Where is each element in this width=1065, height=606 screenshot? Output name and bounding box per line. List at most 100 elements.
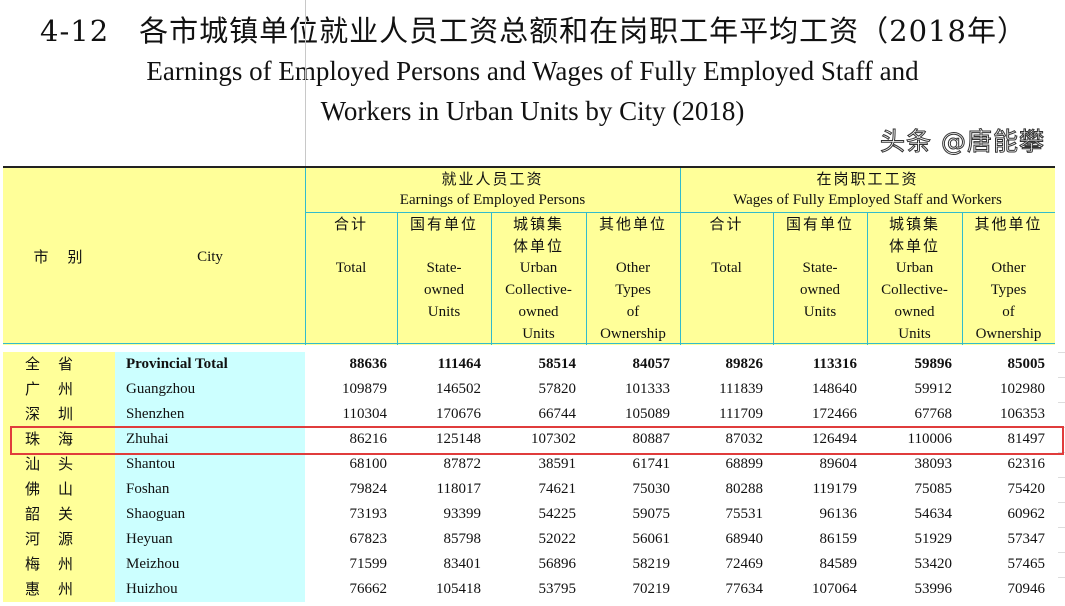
table-row: 全省 Provincial Total 88636 111464 58514 84057 8…: [3, 352, 1055, 377]
value-cell: 62316: [1007, 456, 1046, 472]
value-cell: 59075: [632, 506, 671, 522]
value-cell: 67768: [914, 406, 953, 422]
value-cell: 75085: [914, 481, 953, 497]
value-cell: 105418: [436, 581, 481, 597]
value-cell: 81497: [1007, 431, 1046, 447]
value-cell: 102980: [1000, 381, 1045, 397]
value-cell: 57820: [538, 381, 577, 397]
value-cell: 57465: [1007, 556, 1046, 572]
value-cell: 88636: [349, 356, 388, 372]
value-cell: 72469: [725, 556, 764, 572]
title-cn: 4-12 各市城镇单位就业人员工资总额和在岗职工年平均工资（2018年）: [40, 14, 1027, 48]
value-cell: 70219: [632, 581, 671, 597]
value-cell: 148640: [812, 381, 857, 397]
group1-cn: 就业人员工资: [441, 170, 544, 188]
table-row: 惠州 Huizhou 76662 105418 53795 70219 77634 10706…: [3, 577, 1055, 602]
value-cell: 53996: [914, 581, 953, 597]
value-cell: 80887: [632, 431, 671, 447]
value-cell: 75420: [1007, 481, 1046, 497]
value-cell: 86216: [349, 431, 388, 447]
value-cell: 146502: [436, 381, 481, 397]
subheader-en: State-owned Units: [424, 260, 464, 320]
value-cell: 110006: [907, 431, 952, 447]
value-cell: 110304: [342, 406, 387, 422]
subheader-en: Total: [335, 260, 367, 276]
table-row: 梅州 Meizhou 71599 83401 56896 58219 72469 84589 5…: [3, 552, 1055, 577]
value-cell: 58514: [538, 356, 577, 372]
value-cell: 38591: [538, 456, 577, 472]
group1-en: Earnings of Employed Persons: [399, 192, 586, 208]
value-cell: 109879: [342, 381, 387, 397]
table-row: 河源 Heyuan 67823 85798 52022 56061 68940 86159 51…: [3, 527, 1055, 552]
watermark: 头条 @唐能攀: [880, 127, 1045, 157]
value-cell: 89826: [725, 356, 764, 372]
region-cn: 全省: [3, 352, 115, 377]
value-cell: 170676: [436, 406, 481, 422]
value-cell: 101333: [625, 381, 670, 397]
value-cell: 113316: [812, 356, 857, 372]
value-cell: 125148: [436, 431, 481, 447]
table-row: 佛山 Foshan 79824 118017 74621 75030 80288 119179…: [3, 477, 1055, 502]
value-cell: 111839: [719, 381, 763, 397]
value-cell: 83401: [443, 556, 482, 572]
value-cell: 58219: [632, 556, 671, 572]
value-cell: 75531: [725, 506, 764, 522]
region-cn: 广州: [3, 377, 115, 402]
value-cell: 106353: [1000, 406, 1045, 422]
value-cell: 93399: [443, 506, 482, 522]
subheader-cn: 国有单位: [409, 215, 478, 233]
value-cell: 86159: [819, 531, 858, 547]
value-cell: 118017: [436, 481, 481, 497]
city-name: Zhuhai: [115, 427, 305, 452]
value-cell: 77634: [725, 581, 764, 597]
subheader-en: Urban Collective-owned Units: [505, 260, 572, 342]
city-name: Heyuan: [115, 527, 305, 552]
title-en-line1: Earnings of Employed Persons and Wages o…: [146, 56, 919, 86]
value-cell: 73193: [349, 506, 388, 522]
value-cell: 53420: [914, 556, 953, 572]
value-cell: 54225: [538, 506, 577, 522]
subheader-cn: 其他单位: [974, 215, 1043, 233]
value-cell: 66744: [538, 406, 577, 422]
region-cn: 珠海: [3, 427, 115, 452]
city-name: Meizhou: [115, 552, 305, 577]
value-cell: 111464: [437, 356, 481, 372]
value-cell: 96136: [819, 506, 858, 522]
subheader-en: Total: [711, 260, 742, 276]
subheader-cn: 城镇集 体单位: [888, 215, 940, 255]
subheader-cn: 国有单位: [785, 215, 854, 233]
highlight-box-zhuhai: [10, 426, 1064, 455]
subheader-cn: 其他单位: [598, 215, 667, 233]
region-cn: 佛山: [3, 477, 115, 502]
value-cell: 79824: [349, 481, 388, 497]
value-cell: 70946: [1007, 581, 1046, 597]
value-cell: 61741: [632, 456, 671, 472]
subheader-en: Other Types of Ownership: [975, 260, 1042, 342]
value-cell: 76662: [349, 581, 388, 597]
value-cell: 67823: [349, 531, 388, 547]
value-cell: 60962: [1007, 506, 1046, 522]
value-cell: 105089: [625, 406, 670, 422]
region-cn: 韶关: [3, 502, 115, 527]
value-cell: 51929: [914, 531, 953, 547]
group2-cn: 在岗职工工资: [816, 170, 919, 188]
table-row: 珠海 Zhuhai 86216 125148 107302 80887 87032 12649…: [3, 427, 1055, 452]
city-name: Shenzhen: [115, 402, 305, 427]
city-name: Huizhou: [115, 577, 305, 602]
table-row: 广州 Guangzhou 109879 146502 57820 101333 111839…: [3, 377, 1055, 402]
region-cn: 河源: [3, 527, 115, 552]
table-header: 市 别 City 就业人员工资 Earnings of Employed Per…: [3, 166, 1055, 345]
city-name: Shantou: [115, 452, 305, 477]
value-cell: 87032: [725, 431, 764, 447]
subheader-cn: 合计: [333, 215, 368, 233]
value-cell: 54634: [914, 506, 953, 522]
region-cn: 深圳: [3, 402, 115, 427]
subheader-en: State-owned Units: [800, 260, 840, 320]
value-cell: 68899: [725, 456, 764, 472]
subheader-cn: 合计: [709, 215, 744, 233]
value-cell: 87872: [443, 456, 482, 472]
city-name: Guangzhou: [115, 377, 305, 402]
table-row: 韶关 Shaoguan 73193 93399 54225 59075 75531 96136…: [3, 502, 1055, 527]
group2-en: Wages of Fully Employed Staff and Worker…: [733, 192, 1002, 208]
value-cell: 111709: [719, 406, 763, 422]
